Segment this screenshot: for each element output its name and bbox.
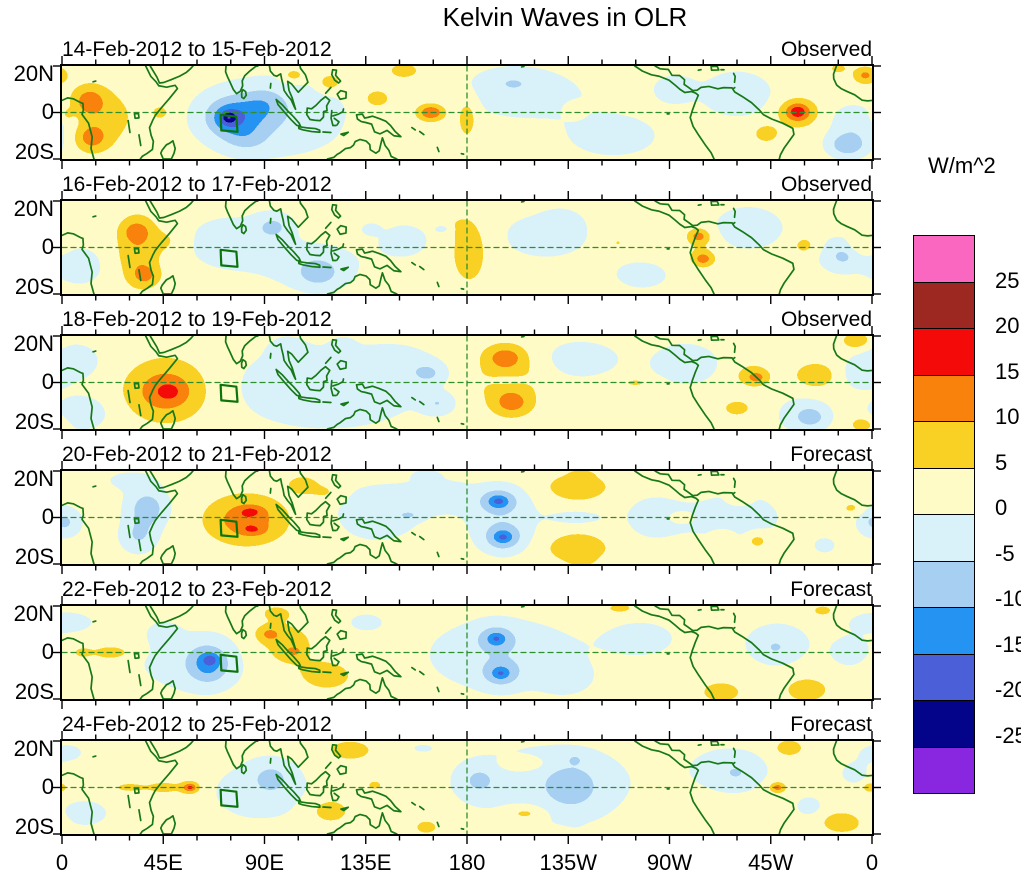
olr-anomaly-map-canvas bbox=[62, 606, 872, 699]
panel-date-range: 18-Feb-2012 to 19-Feb-2012 bbox=[62, 308, 332, 331]
colorbar-cell bbox=[914, 467, 974, 514]
y-tick-20S: 20S bbox=[14, 814, 54, 839]
panel-frame bbox=[60, 469, 874, 566]
olr-anomaly-map-canvas bbox=[62, 66, 872, 159]
longitude-axis-labels: 0 45E 90E 135E 180 135W 90W 45W 0 bbox=[0, 850, 1021, 880]
y-tick-0: 0 bbox=[41, 504, 54, 529]
map-panel: 22-Feb-2012 to 23-Feb-2012 Forecast 20N … bbox=[14, 578, 874, 704]
panel-header: 22-Feb-2012 to 23-Feb-2012 Forecast bbox=[62, 578, 872, 604]
colorbar-tick-label: 10 bbox=[995, 404, 1020, 429]
x-tick-label: 135W bbox=[539, 850, 597, 875]
colorbar-tick-label: 15 bbox=[995, 358, 1020, 384]
y-tick-0: 0 bbox=[41, 774, 54, 799]
panel-frame bbox=[60, 199, 874, 296]
olr-anomaly-map-canvas bbox=[62, 741, 872, 834]
x-tick-label: 0 bbox=[865, 850, 879, 875]
y-tick-20S: 20S bbox=[14, 679, 54, 704]
map-panel: 18-Feb-2012 to 19-Feb-2012 Observed 20N … bbox=[14, 308, 874, 434]
panel-frame bbox=[60, 64, 874, 161]
panel-source-label: Forecast bbox=[790, 578, 872, 601]
x-tick-label: 45W bbox=[748, 850, 794, 875]
y-tick-20S: 20S bbox=[14, 544, 54, 569]
map-panel: 14-Feb-2012 to 15-Feb-2012 Observed 20N … bbox=[14, 38, 874, 164]
y-tick-0: 0 bbox=[41, 369, 54, 394]
y-tick-0: 0 bbox=[41, 639, 54, 664]
colorbar-tick-label: -20 bbox=[995, 677, 1021, 702]
panel-source-label: Observed bbox=[780, 38, 872, 61]
panel-date-range: 20-Feb-2012 to 21-Feb-2012 bbox=[62, 443, 332, 466]
olr-anomaly-map-canvas bbox=[62, 201, 872, 294]
colorbar-cell bbox=[914, 653, 974, 700]
y-tick-20N: 20N bbox=[13, 601, 54, 626]
colorbar-cell bbox=[914, 607, 974, 654]
panel-date-range: 24-Feb-2012 to 25-Feb-2012 bbox=[62, 713, 332, 736]
x-tick-label: 45E bbox=[143, 850, 183, 875]
colorbar-cell bbox=[914, 374, 974, 421]
colorbar-tick-label: -10 bbox=[995, 586, 1021, 611]
colorbar-cell bbox=[914, 560, 974, 607]
colorbar-tick-label: 0 bbox=[995, 495, 1008, 520]
y-tick-20N: 20N bbox=[13, 331, 54, 356]
y-tick-20N: 20N bbox=[13, 61, 54, 86]
olr-anomaly-map-canvas bbox=[62, 471, 872, 564]
y-tick-0: 0 bbox=[41, 234, 54, 259]
colorbar-tick-label: 5 bbox=[995, 449, 1008, 475]
y-tick-0: 0 bbox=[41, 99, 54, 124]
panel-source-label: Observed bbox=[780, 173, 872, 196]
panel-header: 16-Feb-2012 to 17-Feb-2012 Observed bbox=[62, 173, 872, 199]
colorbar-cell bbox=[914, 421, 974, 468]
colorbar-cell bbox=[914, 514, 974, 561]
colorbar-tick-label: 25 bbox=[995, 267, 1020, 293]
panel-frame bbox=[60, 604, 874, 701]
colorbar-tick-label: -15 bbox=[995, 631, 1021, 657]
y-tick-20S: 20S bbox=[14, 409, 54, 434]
panel-frame bbox=[60, 334, 874, 431]
figure-title: Kelvin Waves in OLR bbox=[442, 2, 688, 32]
colorbar-unit-label: W/m^2 bbox=[928, 153, 996, 178]
map-panel: 24-Feb-2012 to 25-Feb-2012 Forecast 20N … bbox=[14, 713, 874, 839]
map-panel: 16-Feb-2012 to 17-Feb-2012 Observed 20N … bbox=[14, 173, 874, 299]
colorbar-cell bbox=[914, 746, 974, 793]
panel-header: 24-Feb-2012 to 25-Feb-2012 Forecast bbox=[62, 713, 872, 739]
colorbar-cell bbox=[914, 328, 974, 375]
y-tick-20N: 20N bbox=[13, 466, 54, 491]
x-tick-label: 90E bbox=[244, 850, 285, 875]
panel-source-label: Forecast bbox=[790, 713, 872, 736]
panel-header: 20-Feb-2012 to 21-Feb-2012 Forecast bbox=[62, 443, 872, 469]
y-tick-20N: 20N bbox=[13, 736, 54, 761]
x-tick-label: 180 bbox=[448, 850, 486, 875]
colorbar-cell bbox=[914, 236, 974, 282]
colorbar-tick-label: -25 bbox=[995, 722, 1021, 748]
y-tick-20N: 20N bbox=[13, 196, 54, 221]
colorbar-tick-label: 20 bbox=[995, 313, 1020, 338]
x-tick-label: 135E bbox=[340, 850, 392, 875]
x-tick-label: 0 bbox=[55, 850, 69, 875]
panel-header: 14-Feb-2012 to 15-Feb-2012 Observed bbox=[62, 38, 872, 64]
x-tick-label: 90W bbox=[646, 850, 693, 875]
panel-date-range: 14-Feb-2012 to 15-Feb-2012 bbox=[62, 38, 332, 61]
colorbar bbox=[913, 235, 975, 794]
map-panel: 20-Feb-2012 to 21-Feb-2012 Forecast 20N … bbox=[14, 443, 874, 569]
y-tick-20S: 20S bbox=[14, 139, 54, 164]
colorbar-cell bbox=[914, 281, 974, 328]
colorbar-tick-label: -5 bbox=[995, 540, 1015, 566]
panel-date-range: 22-Feb-2012 to 23-Feb-2012 bbox=[62, 578, 332, 601]
panel-frame bbox=[60, 739, 874, 836]
y-tick-20S: 20S bbox=[14, 274, 54, 299]
colorbar-cell bbox=[914, 700, 974, 747]
panel-header: 18-Feb-2012 to 19-Feb-2012 Observed bbox=[62, 308, 872, 334]
panel-source-label: Observed bbox=[780, 308, 872, 331]
olr-anomaly-map-canvas bbox=[62, 336, 872, 429]
panel-date-range: 16-Feb-2012 to 17-Feb-2012 bbox=[62, 173, 332, 196]
panel-source-label: Forecast bbox=[790, 443, 872, 466]
